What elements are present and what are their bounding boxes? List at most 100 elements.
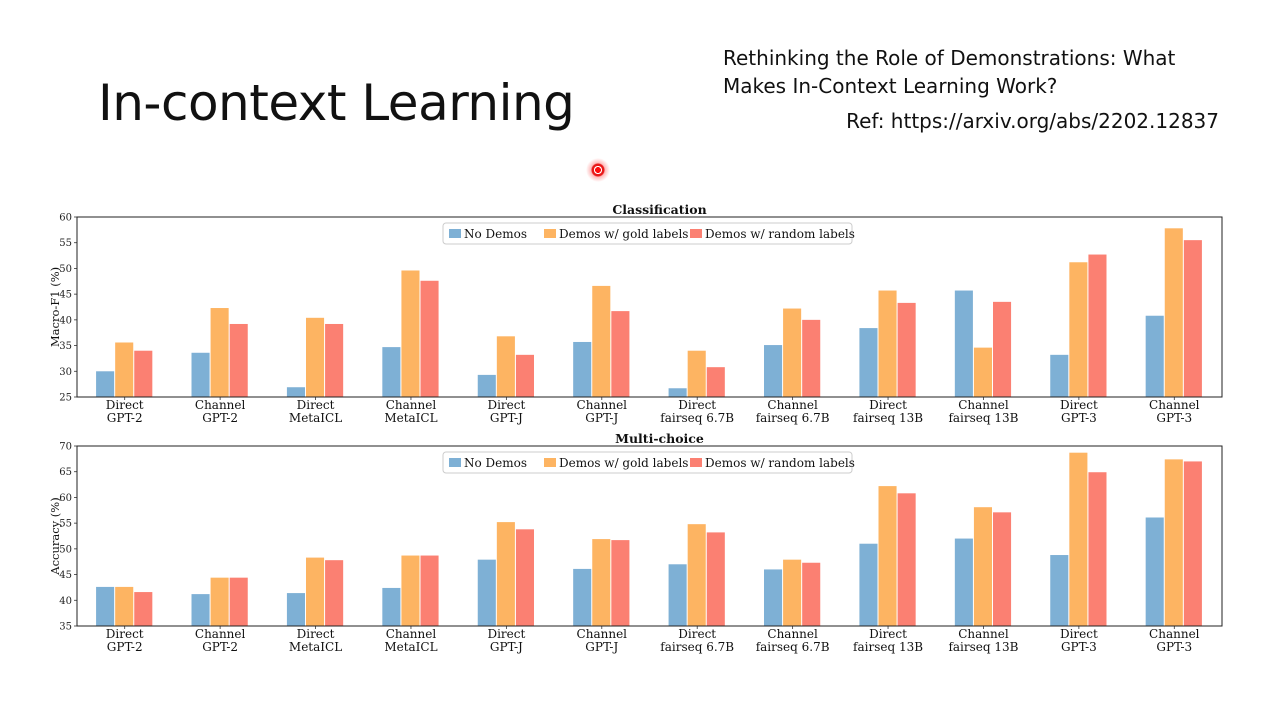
bar-1-1-8 [878,486,897,626]
bar-1-1-7 [783,559,802,626]
bar-0-0-1 [191,352,210,397]
category-label: Direct [297,627,335,641]
y-tick-label: 55 [59,519,72,530]
bar-1-1-4 [496,522,515,626]
bar-1-0-2 [286,593,305,626]
y-tick-label: 45 [59,290,72,301]
legend-swatch [690,458,702,467]
bar-0-0-0 [96,371,115,397]
y-tick-label: 60 [59,493,72,504]
bar-0-0-6 [668,388,687,397]
category-label: fairseq 13B [853,411,923,425]
bar-1-1-6 [687,524,706,626]
chart-title: Multi-choice [615,431,704,446]
bar-1-2-8 [897,493,916,626]
y-tick-label: 70 [59,442,72,453]
category-label: MetaICL [384,411,437,425]
bar-1-0-5 [573,568,592,626]
bar-0-1-10 [1069,262,1088,397]
laser-pointer-icon [586,158,610,182]
bar-0-2-1 [229,323,248,397]
bar-0-1-9 [973,347,992,397]
legend-label: Demos w/ gold labels [559,227,688,241]
bar-0-1-0 [115,342,134,397]
category-label: Direct [678,627,716,641]
category-label: Direct [1060,627,1098,641]
category-label: Direct [297,398,335,412]
category-label: Channel [195,398,246,412]
y-tick-label: 35 [59,341,72,352]
bar-0-0-10 [1050,354,1069,397]
category-label: Direct [106,398,144,412]
category-label: MetaICL [289,411,342,425]
category-label: Direct [1060,398,1098,412]
reference-link[interactable]: Ref: https://arxiv.org/abs/2202.12837 [846,109,1219,133]
bar-0-2-7 [802,319,821,397]
y-tick-label: 30 [59,367,72,378]
category-label: GPT-2 [202,640,238,654]
category-label: Direct [487,398,525,412]
chart-0: DirectGPT-2ChannelGPT-2DirectMetaICLChan… [48,202,1223,425]
bar-0-2-3 [420,280,439,397]
legend-label: No Demos [464,456,527,470]
bar-0-2-6 [706,367,725,397]
bar-0-2-11 [1183,240,1202,397]
bar-0-0-8 [859,328,878,397]
bar-1-2-10 [1088,472,1107,626]
category-label: GPT-J [585,411,618,425]
y-tick-label: 50 [59,544,72,555]
category-label: GPT-J [585,640,618,654]
bar-1-1-9 [973,507,992,626]
plot-frame [76,216,1223,398]
chart-title: Classification [612,202,706,217]
category-label: Direct [678,398,716,412]
legend-swatch [449,458,461,467]
category-label: Channel [386,627,437,641]
bar-1-1-5 [592,539,611,626]
y-tick-label: 35 [59,622,72,633]
bar-0-1-2 [306,317,325,397]
chart-1: DirectGPT-2ChannelGPT-2DirectMetaICLChan… [48,431,1223,654]
category-label: GPT-3 [1156,640,1192,654]
bar-0-1-7 [783,308,802,397]
y-tick-label: 45 [59,570,72,581]
bar-1-2-9 [993,512,1012,626]
y-tick-label: 25 [59,393,72,404]
bar-1-1-11 [1164,459,1183,626]
bar-1-1-1 [210,577,229,626]
category-label: Direct [869,398,907,412]
y-axis-label: Accuracy (%) [48,497,62,575]
category-label: Channel [958,627,1009,641]
category-label: GPT-3 [1156,411,1192,425]
bar-1-1-10 [1069,452,1088,626]
y-tick-label: 60 [59,213,72,224]
y-tick-label: 55 [59,238,72,249]
bar-1-2-0 [134,592,153,626]
bar-0-0-11 [1145,315,1164,397]
category-label: fairseq 6.7B [660,411,734,425]
bar-0-0-3 [382,347,401,397]
bar-0-2-5 [611,311,630,397]
bar-0-1-1 [210,308,229,397]
category-label: Direct [869,627,907,641]
bar-0-2-2 [325,323,344,397]
bar-1-0-11 [1145,517,1164,626]
legend-box [442,451,853,474]
category-label: MetaICL [289,640,342,654]
bar-1-2-3 [420,555,439,626]
bar-0-2-0 [134,350,153,397]
y-axis-label: Macro-F1 (%) [48,267,62,347]
legend-swatch [690,229,702,238]
bar-0-0-9 [954,290,973,397]
bar-0-0-4 [477,374,496,397]
bar-0-1-11 [1164,228,1183,397]
legend-box [442,222,853,245]
category-label: MetaICL [384,640,437,654]
legend-label: Demos w/ gold labels [559,456,688,470]
bar-1-1-2 [306,557,325,626]
bar-1-2-5 [611,540,630,626]
bar-1-0-9 [954,538,973,626]
category-label: fairseq 13B [853,640,923,654]
category-label: Channel [958,398,1009,412]
bar-1-0-10 [1050,555,1069,626]
